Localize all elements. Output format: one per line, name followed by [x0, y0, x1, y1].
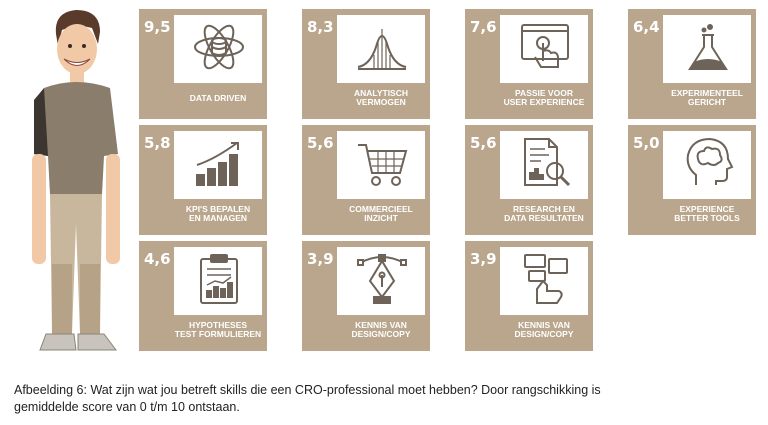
skill-score: 7,6	[470, 18, 497, 36]
skill-score: 6,4	[633, 18, 660, 36]
skill-label: RESEARCH EN DATA RESULTATEN	[500, 199, 588, 229]
skill-tile-data-driven: 9,5 DATA DRIVEN	[139, 9, 267, 119]
skill-label: DATA DRIVEN	[174, 83, 262, 113]
skill-tile-experimenteel-gericht: 6,4 EXPERIMENTEEL GERICHT	[628, 9, 756, 119]
skill-score: 4,6	[144, 250, 171, 268]
skill-score: 3,9	[307, 250, 334, 268]
pen-nib-icon	[357, 254, 407, 304]
skill-score: 3,9	[470, 250, 497, 268]
skill-tile-passie-voor-user-experience: 7,6 PASSIE VOOR USER EXPERIENCE	[465, 9, 593, 119]
person-illustration	[32, 10, 120, 351]
skill-label: EXPERIENCE BETTER TOOLS	[663, 199, 751, 229]
skill-label: PASSIE VOOR USER EXPERIENCE	[500, 83, 588, 113]
report-magnifier-icon	[524, 138, 571, 187]
figure-caption: Afbeelding 6: Wat zijn wat jou betreft s…	[14, 382, 674, 416]
atom-icon	[194, 24, 244, 70]
skill-label: COMMERCIEEL INZICHT	[337, 199, 425, 229]
bell-curve-icon	[357, 29, 407, 70]
skill-tile-research-en-data-resultaten: 5,6 RESEARCH EN DATA RESULTATEN	[465, 125, 593, 235]
skill-score: 5,8	[144, 134, 171, 152]
skill-tile-analytisch-vermogen: 8,3 ANALYTISCH VERMOGEN	[302, 9, 430, 119]
caption-line-2: gemiddelde score van 0 t/m 10 ontstaan.	[14, 400, 240, 414]
skill-label: EXPERIMENTEEL GERICHT	[663, 83, 751, 113]
skill-label: KENNIS VAN DESIGN/COPY	[500, 315, 588, 345]
brain-head-icon	[686, 137, 734, 185]
shopping-cart-icon	[358, 144, 408, 186]
hand-layout-icon	[524, 254, 568, 304]
skill-label: KPI'S BEPALEN EN MANAGEN	[174, 199, 262, 229]
skill-label: ANALYTISCH VERMOGEN	[337, 83, 425, 113]
skill-score: 8,3	[307, 18, 334, 36]
caption-line-1: Afbeelding 6: Wat zijn wat jou betreft s…	[14, 383, 601, 397]
flask-icon	[688, 24, 728, 70]
clipboard-chart-icon	[200, 254, 238, 304]
skill-tile-hypotheses-test-formulieren: 4,6 HYPOTHESES TEST FORMULIEREN	[139, 241, 267, 351]
skill-tile-experience-better-tools: 5,0 EXPERIENCE BETTER TOOLS	[628, 125, 756, 235]
skill-tile-commercieel-inzicht: 5,6 COMMERCIEEL INZICHT	[302, 125, 430, 235]
touch-screen-icon	[521, 24, 569, 68]
skill-score: 5,6	[470, 134, 497, 152]
skill-score: 5,0	[633, 134, 660, 152]
skill-label: HYPOTHESES TEST FORMULIEREN	[174, 315, 262, 345]
skill-label: KENNIS VAN DESIGN/COPY	[337, 315, 425, 345]
skill-tile-kennis-van-design-copy-hand: 3,9 KENNIS VAN DESIGN/COPY	[465, 241, 593, 351]
skill-score: 5,6	[307, 134, 334, 152]
skill-score: 9,5	[144, 18, 171, 36]
skill-tile-kpis-bepalen-en-managen: 5,8 KPI'S BEPALEN EN MANAGEN	[139, 125, 267, 235]
skill-tile-kennis-van-design-copy-pen: 3,9 KENNIS VAN DESIGN/COPY	[302, 241, 430, 351]
growth-chart-icon	[196, 142, 239, 186]
